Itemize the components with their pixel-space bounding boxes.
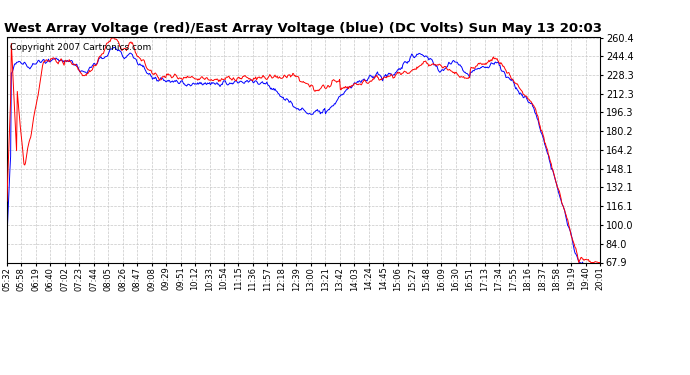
Text: West Array Voltage (red)/East Array Voltage (blue) (DC Volts) Sun May 13 20:03: West Array Voltage (red)/East Array Volt… xyxy=(4,22,602,35)
Text: Copyright 2007 Cartronics.com: Copyright 2007 Cartronics.com xyxy=(10,43,151,52)
